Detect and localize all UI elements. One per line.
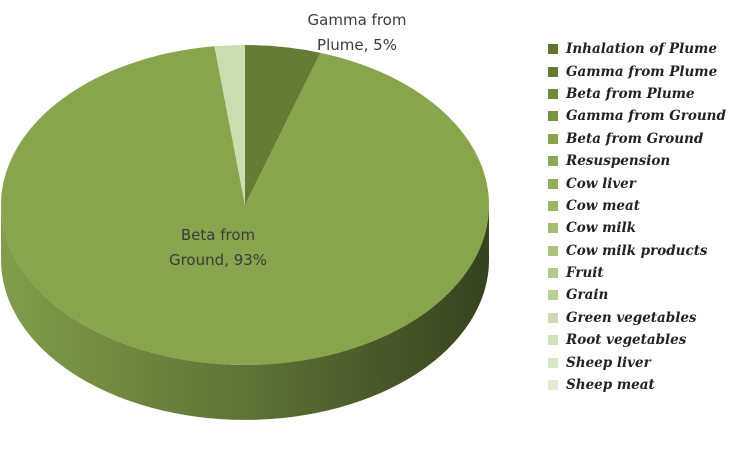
legend-item: Beta from Ground (548, 128, 726, 150)
legend-item: Cow milk (548, 217, 726, 239)
legend-label: Gamma from Ground (566, 108, 726, 125)
legend-item: Cow milk products (548, 240, 726, 262)
legend-label: Sheep meat (566, 377, 655, 394)
legend-label: Inhalation of Plume (566, 41, 717, 58)
legend-item: Grain (548, 284, 726, 306)
legend-swatch (548, 133, 558, 144)
legend-swatch (548, 111, 558, 122)
legend-swatch (548, 290, 558, 301)
data-label: Gamma from Plume, 5% (307, 11, 407, 54)
legend-item: Sheep liver (548, 351, 726, 373)
legend-label: Sheep liver (566, 354, 651, 371)
legend-label: Fruit (566, 265, 604, 282)
legend-item: Root vegetables (548, 329, 726, 351)
legend-item: Resuspension (548, 150, 726, 172)
legend-label: Root vegetables (566, 332, 687, 349)
legend-swatch (548, 312, 558, 323)
legend-swatch (548, 223, 558, 234)
legend-label: Gamma from Plume (566, 63, 718, 80)
legend-item: Cow liver (548, 172, 726, 194)
slice (245, 52, 321, 205)
legend-item: Beta from Plume (548, 83, 726, 105)
legend-label: Beta from Plume (566, 85, 695, 102)
legend-item: Gamma from Plume (548, 60, 726, 82)
legend-label: Resuspension (566, 153, 671, 170)
legend-item: Gamma from Ground (548, 105, 726, 127)
data-label-value: 93% (233, 251, 268, 269)
legend-item: Sheep meat (548, 374, 726, 396)
slice (0, 46, 489, 366)
data-label-name: Gamma from Plume (307, 11, 407, 54)
legend-swatch (548, 380, 558, 391)
legend-label: Green vegetables (566, 309, 697, 326)
legend-label: Cow meat (566, 197, 640, 214)
legend-item: Fruit (548, 262, 726, 284)
legend-label: Cow milk products (566, 242, 708, 259)
legend-item: Inhalation of Plume (548, 38, 726, 60)
legend-swatch (548, 335, 558, 346)
slice (245, 45, 321, 205)
legend-swatch (548, 357, 558, 368)
legend-label: Cow liver (566, 175, 636, 192)
legend-swatch (548, 268, 558, 279)
legend-item: Green vegetables (548, 307, 726, 329)
legend-label: Beta from Ground (566, 130, 704, 147)
data-label-name: Beta from Ground (168, 226, 256, 269)
slice (214, 45, 245, 205)
legend: Inhalation of Plume Gamma from Plume Beta … (548, 38, 726, 396)
legend-swatch (548, 88, 558, 99)
legend-swatch (548, 200, 558, 211)
data-label-value: 5% (373, 36, 397, 54)
legend-swatch (548, 44, 558, 55)
legend-swatch (548, 245, 558, 256)
legend-item: Cow meat (548, 195, 726, 217)
legend-label: Cow milk (566, 220, 636, 237)
slice-side-shade (1, 205, 489, 420)
legend-swatch (548, 156, 558, 167)
data-label: Beta from Ground, 93% (168, 226, 268, 269)
legend-swatch (548, 66, 558, 77)
legend-swatch (548, 178, 558, 189)
legend-label: Grain (566, 287, 609, 304)
